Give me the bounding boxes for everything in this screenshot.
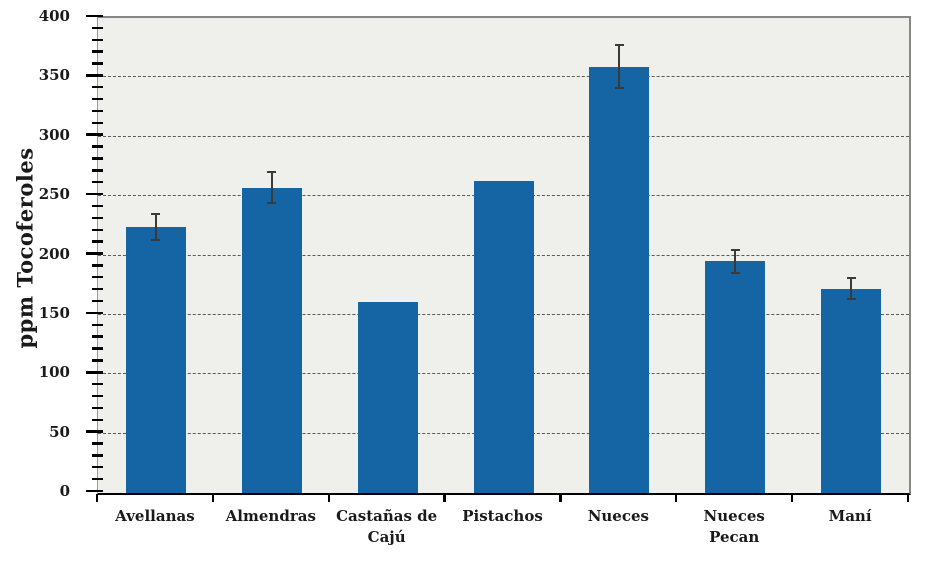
y-major-tick	[86, 430, 103, 433]
bar	[589, 66, 650, 493]
error-bar-line	[270, 172, 273, 204]
y-minor-tick	[92, 240, 103, 243]
y-minor-tick	[92, 477, 103, 481]
y-minor-tick	[92, 323, 103, 326]
error-bar-line	[850, 278, 853, 300]
error-bar-cap-bottom	[730, 272, 740, 275]
y-minor-tick	[92, 299, 103, 303]
bar	[705, 261, 766, 493]
y-tick-label: 250	[38, 185, 70, 204]
y-minor-tick	[92, 442, 103, 445]
error-bar-cap-top	[730, 248, 740, 251]
error-bar-line	[154, 213, 157, 241]
error-bar-cap-bottom	[151, 239, 161, 242]
x-tick-label: Nueces Pecan	[703, 506, 765, 546]
y-minor-tick	[92, 335, 103, 338]
y-major-tick	[86, 311, 103, 315]
error-bar-line	[734, 249, 737, 274]
y-major-tick	[86, 489, 103, 493]
x-tick	[675, 493, 678, 502]
y-minor-tick	[92, 157, 103, 160]
y-minor-tick	[92, 359, 103, 362]
y-minor-tick	[92, 109, 103, 113]
x-tick	[906, 493, 910, 502]
x-tick	[211, 493, 214, 502]
x-tick	[443, 493, 446, 502]
y-minor-tick	[92, 276, 103, 279]
y-tick-label: 350	[38, 66, 70, 85]
bar	[357, 301, 418, 493]
error-bar-cap-top	[151, 212, 161, 215]
x-tick	[95, 493, 99, 502]
error-bar-cap-top	[267, 171, 277, 174]
error-bar-cap-bottom	[846, 298, 856, 301]
y-tick-label: 200	[38, 244, 70, 263]
bar	[473, 180, 534, 493]
y-minor-tick	[92, 347, 103, 350]
y-minor-tick	[92, 264, 103, 267]
y-minor-tick	[92, 406, 103, 410]
x-tick-label: Avellanas	[115, 506, 195, 525]
error-bar-line	[618, 45, 621, 89]
y-tick-label: 0	[59, 482, 70, 500]
y-minor-tick	[92, 466, 103, 469]
x-tick	[559, 493, 562, 502]
y-major-tick	[86, 370, 103, 374]
y-tick-label: 300	[38, 125, 70, 144]
y-minor-tick	[92, 145, 103, 148]
gridline	[98, 135, 909, 137]
y-minor-tick	[92, 454, 103, 457]
y-minor-tick	[92, 86, 103, 89]
y-minor-tick	[92, 97, 103, 101]
y-minor-tick	[92, 418, 103, 421]
y-minor-tick	[92, 228, 103, 231]
bar	[821, 288, 882, 493]
y-minor-tick	[92, 204, 103, 208]
y-minor-tick	[92, 62, 103, 65]
x-tick-label: Nueces	[587, 506, 649, 525]
x-tick-label: Pistachos	[462, 506, 543, 525]
x-tick-label: Castañas de Cajú	[336, 506, 438, 546]
bar	[125, 227, 186, 493]
plot-area	[97, 16, 911, 495]
error-bar-cap-bottom	[614, 87, 624, 90]
y-major-tick	[86, 14, 103, 18]
y-major-tick	[86, 74, 103, 77]
x-tick-label: Almendras	[225, 506, 316, 525]
y-minor-tick	[92, 50, 103, 53]
y-tick-label: 400	[38, 7, 70, 25]
y-tick-label: 100	[38, 363, 70, 382]
y-major-tick	[86, 252, 103, 255]
y-minor-tick	[92, 382, 103, 386]
y-minor-tick	[92, 287, 103, 291]
y-major-tick	[86, 133, 103, 137]
error-bar-cap-bottom	[267, 202, 277, 205]
gridline	[98, 76, 909, 78]
y-tick-label: 50	[49, 422, 70, 441]
error-bar-cap-top	[846, 277, 856, 280]
bar	[241, 187, 302, 493]
y-minor-tick	[92, 394, 103, 398]
y-minor-tick	[92, 216, 103, 220]
x-tick	[791, 493, 794, 502]
y-minor-tick	[92, 169, 103, 172]
x-tick	[327, 493, 330, 502]
y-minor-tick	[92, 121, 103, 125]
x-tick-label: Maní	[828, 506, 872, 525]
error-bar-cap-top	[614, 44, 624, 47]
y-minor-tick	[92, 181, 103, 184]
y-minor-tick	[92, 38, 103, 41]
y-major-tick	[86, 192, 103, 196]
y-tick-label: 150	[38, 303, 70, 322]
y-minor-tick	[92, 26, 103, 30]
